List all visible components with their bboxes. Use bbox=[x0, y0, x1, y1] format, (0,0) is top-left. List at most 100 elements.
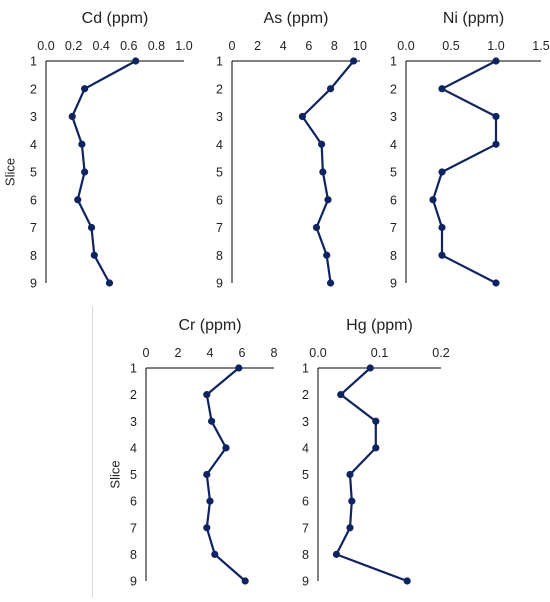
cd-ppm-y-tick-label: 6 bbox=[30, 193, 37, 207]
cd-ppm-point-2 bbox=[81, 85, 89, 93]
hg-ppm-y-tick-label: 9 bbox=[302, 575, 309, 589]
hg-ppm-point-5 bbox=[346, 470, 354, 479]
cd-ppm-y-tick-label: 8 bbox=[30, 249, 37, 263]
as-ppm-y-tick-label: 6 bbox=[216, 193, 223, 207]
cr-ppm-y-tick-label: 2 bbox=[130, 388, 137, 402]
cd-ppm-y-tick-label: 4 bbox=[30, 138, 37, 152]
as-ppm-point-9 bbox=[326, 279, 335, 287]
hg-ppm-point-8 bbox=[332, 550, 341, 558]
ni-ppm-x-tick-label: 1.5 bbox=[532, 39, 549, 53]
hg-ppm-y-tick-label: 8 bbox=[302, 548, 309, 562]
cd-ppm-y-tick-label: 2 bbox=[30, 82, 37, 96]
hg-ppm-point-6 bbox=[348, 497, 356, 505]
ni-ppm-y-tick-label: 6 bbox=[390, 193, 397, 207]
ni-ppm-x-tick-label: 0.0 bbox=[397, 39, 414, 53]
as-ppm-series-line bbox=[301, 60, 355, 284]
ni-ppm-point-3 bbox=[492, 112, 500, 121]
as-ppm-title: As (ppm) bbox=[264, 10, 329, 27]
cr-ppm-y-axis-label: Slice bbox=[108, 460, 123, 488]
hg-ppm-x-tick-label: 0.1 bbox=[371, 346, 388, 360]
cr-ppm-point-9 bbox=[241, 577, 249, 585]
as-ppm-y-tick-label: 9 bbox=[216, 277, 223, 291]
ni-ppm-point-8 bbox=[438, 251, 446, 259]
cd-ppm-point-5 bbox=[81, 168, 89, 176]
ni-ppm-y-tick-label: 5 bbox=[390, 166, 397, 180]
as-ppm-x-tick-label: 0 bbox=[229, 39, 236, 53]
ni-ppm-title: Ni (ppm) bbox=[443, 10, 504, 27]
as-ppm-point-5 bbox=[319, 168, 327, 176]
hg-ppm-x-tick-label: 0.2 bbox=[432, 346, 449, 360]
cd-ppm-x-tick-label: 0.2 bbox=[65, 39, 82, 53]
as-ppm-point-6 bbox=[324, 196, 332, 204]
cd-ppm-point-9 bbox=[105, 279, 114, 287]
cr-ppm-title: Cr (ppm) bbox=[178, 317, 241, 334]
cd-ppm-point-7 bbox=[87, 223, 96, 232]
as-ppm-x-tick-label: 2 bbox=[254, 39, 261, 53]
cr-ppm-point-5 bbox=[203, 470, 211, 479]
ni-ppm-point-5 bbox=[438, 168, 446, 176]
hg-ppm-y-tick-label: 5 bbox=[302, 468, 309, 482]
cr-ppm-point-6 bbox=[206, 497, 214, 505]
as-ppm-x-tick-label: 4 bbox=[280, 39, 287, 53]
as-ppm-point-1 bbox=[350, 57, 358, 65]
as-ppm-point-7 bbox=[312, 223, 321, 232]
cd-ppm-y-tick-label: 1 bbox=[30, 55, 37, 69]
hg-ppm-point-4 bbox=[372, 444, 380, 452]
cr-ppm-y-tick-label: 3 bbox=[130, 415, 137, 429]
as-ppm-x-tick-label: 10 bbox=[353, 39, 367, 53]
ni-ppm-y-tick-label: 7 bbox=[390, 221, 397, 235]
hg-ppm-y-tick-label: 2 bbox=[302, 388, 309, 402]
hg-ppm-y-tick-label: 7 bbox=[302, 521, 309, 535]
cd-ppm-x-tick-label: 0.4 bbox=[93, 39, 110, 53]
cr-ppm-x-tick-label: 0 bbox=[143, 346, 150, 360]
cr-ppm-x-tick-label: 8 bbox=[271, 346, 278, 360]
cr-ppm-point-2 bbox=[203, 391, 211, 399]
cr-ppm-x-tick-label: 2 bbox=[175, 346, 182, 360]
ni-ppm-x-tick-label: 1.0 bbox=[487, 39, 504, 53]
as-ppm-point-4 bbox=[318, 140, 326, 148]
ni-ppm-y-tick-label: 8 bbox=[390, 249, 397, 263]
cr-ppm-point-3 bbox=[208, 417, 216, 425]
as-ppm-point-8 bbox=[323, 251, 331, 259]
as-ppm-x-tick-label: 8 bbox=[331, 39, 338, 53]
ni-ppm-point-7 bbox=[438, 223, 446, 232]
cr-ppm-y-tick-label: 9 bbox=[130, 575, 137, 589]
cr-ppm-point-8 bbox=[211, 550, 219, 558]
as-ppm-y-tick-label: 8 bbox=[216, 249, 223, 263]
as-ppm-y-tick-label: 5 bbox=[216, 166, 223, 180]
cr-ppm-point-7 bbox=[203, 524, 211, 532]
cr-ppm-y-tick-label: 1 bbox=[130, 362, 137, 376]
cd-ppm-point-1 bbox=[132, 57, 140, 65]
as-ppm-y-tick-label: 2 bbox=[216, 82, 223, 96]
cd-ppm-y-tick-label: 7 bbox=[30, 221, 37, 235]
cr-ppm-y-tick-label: 7 bbox=[130, 521, 137, 535]
ni-ppm-y-tick-label: 3 bbox=[390, 110, 397, 124]
hg-ppm-y-tick-label: 3 bbox=[302, 415, 309, 429]
cd-ppm-y-axis-label: Slice bbox=[3, 158, 18, 186]
as-ppm-y-tick-label: 1 bbox=[216, 55, 223, 69]
cd-ppm-y-tick-label: 9 bbox=[30, 277, 37, 291]
panel-divider bbox=[92, 306, 93, 597]
cr-ppm-y-tick-label: 4 bbox=[130, 441, 137, 455]
cd-ppm-y-tick-label: 5 bbox=[30, 166, 37, 180]
cr-ppm-y-tick-label: 6 bbox=[130, 495, 137, 509]
cd-ppm-point-3 bbox=[68, 112, 76, 121]
cd-ppm-title: Cd (ppm) bbox=[82, 10, 149, 27]
cd-ppm-x-tick-label: 0.8 bbox=[148, 39, 165, 53]
hg-ppm-x-tick-label: 0.0 bbox=[309, 346, 326, 360]
ni-ppm-point-4 bbox=[492, 140, 500, 148]
cd-ppm-point-4 bbox=[78, 140, 86, 148]
as-ppm-point-3 bbox=[298, 112, 306, 121]
cr-ppm-y-tick-label: 8 bbox=[130, 548, 137, 562]
ni-ppm-point-6 bbox=[429, 196, 437, 204]
ni-ppm-point-1 bbox=[492, 57, 500, 65]
ni-ppm-y-tick-label: 9 bbox=[390, 277, 397, 291]
as-ppm-point-2 bbox=[326, 85, 335, 93]
hg-ppm-y-tick-label: 1 bbox=[302, 362, 309, 376]
as-ppm-y-tick-label: 3 bbox=[216, 110, 223, 124]
as-ppm-y-tick-label: 7 bbox=[216, 221, 223, 235]
hg-ppm-y-tick-label: 6 bbox=[302, 495, 309, 509]
hg-ppm-point-2 bbox=[337, 391, 345, 399]
ni-ppm-point-2 bbox=[438, 85, 446, 93]
